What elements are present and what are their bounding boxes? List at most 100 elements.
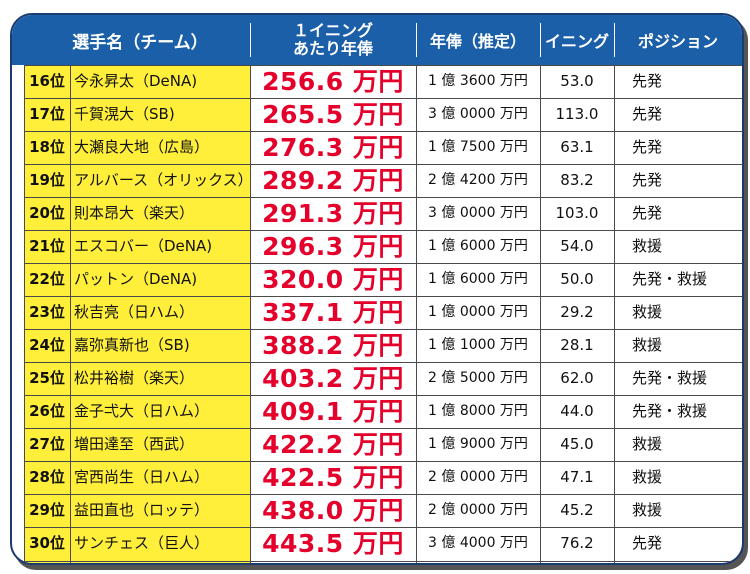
per-inning-salary-cell: 403.2 万円: [262, 364, 404, 393]
rank-cell: 25位: [29, 369, 65, 387]
position-cell: 救援: [632, 237, 663, 255]
per-inning-salary-cell: 438.0 万円: [262, 496, 404, 525]
salary-cell: 1 億 8000 万円: [428, 403, 528, 419]
player-name-cell: エスコバー（DeNA): [74, 237, 213, 255]
header-per-inning-line2: あたり年俸: [292, 39, 373, 58]
table-row: 28位 宮西尚生（日ハム） 422.5 万円 2 億 0000 万円 47.1 救援: [24, 461, 742, 494]
table-row: 18位 大瀬良大地（広島） 276.3 万円 1 億 7500 万円 63.1 先発: [24, 131, 742, 164]
salary-cell: 1 億 1000 万円: [428, 337, 528, 353]
player-name-cell: 宮西尚生（日ハム）: [74, 468, 210, 486]
innings-cell: 53.0: [560, 72, 594, 90]
player-name-cell: 今永昇太（DeNA): [74, 72, 198, 90]
player-name-cell: 嘉弥真新也（SB): [74, 336, 190, 354]
position-cell: 先発・救援: [632, 402, 708, 420]
header-separator: [614, 23, 615, 57]
ranking-table: 選手名（チーム） １イニング あたり年俸 年俸（推定） イニング ポジション 1…: [10, 13, 744, 565]
rank-cell: 23位: [29, 303, 65, 321]
player-name-cell: アルバース（オリックス）: [74, 171, 253, 189]
header-position: ポジション: [637, 32, 718, 51]
innings-cell: 44.0: [560, 402, 594, 420]
position-cell: 先発: [632, 171, 663, 189]
rank-cell: 22位: [29, 270, 65, 288]
player-name-cell: 則本昂大（楽天）: [74, 204, 195, 222]
player-name-cell: 大瀬良大地（広島）: [74, 138, 210, 156]
salary-cell: 1 億 6000 万円: [428, 238, 528, 254]
table-row: 22位 パットン（DeNA) 320.0 万円 1 億 6000 万円 50.0 先発・救…: [24, 263, 742, 296]
player-name-cell: 松井裕樹（楽天）: [74, 369, 195, 387]
column-divider: [24, 65, 25, 563]
innings-cell: 45.0: [560, 435, 594, 453]
column-divider: [416, 65, 417, 563]
table-row: 25位 松井裕樹（楽天） 403.2 万円 2 億 5000 万円 62.0 先発・救援: [24, 362, 742, 395]
position-cell: 先発・救援: [632, 369, 708, 387]
table-row: 19位 アルバース（オリックス） 289.2 万円 2 億 4200 万円 83.2 先発: [24, 164, 742, 197]
per-inning-salary-cell: 256.6 万円: [262, 67, 404, 96]
table-row: 23位 秋吉亮（日ハム） 337.1 万円 1 億 0000 万円 29.2 救援: [24, 296, 742, 329]
position-cell: 救援: [632, 468, 663, 486]
table-body: 16位 今永昇太（DeNA) 256.6 万円 1 億 3600 万円 53.0 先発 17…: [12, 65, 742, 563]
column-divider: [614, 65, 615, 563]
rank-name-highlight: [24, 65, 250, 563]
salary-cell: 3 億 0000 万円: [428, 205, 528, 221]
header-per-inning-line1: １イニング: [292, 21, 373, 40]
rank-cell: 18位: [29, 138, 65, 156]
per-inning-salary-cell: 291.3 万円: [262, 199, 404, 228]
per-inning-salary-cell: 388.2 万円: [262, 331, 404, 360]
per-inning-salary-cell: 289.2 万円: [262, 166, 404, 195]
per-inning-salary-cell: 265.5 万円: [262, 100, 404, 129]
position-cell: 救援: [632, 501, 663, 519]
table-row: 30位 サンチェス（巨人） 443.5 万円 3 億 4000 万円 76.2 先発: [24, 527, 742, 560]
rank-cell: 29位: [29, 501, 65, 519]
salary-cell: 3 億 0000 万円: [428, 106, 528, 122]
table-row: 17位 千賀滉大（SB) 265.5 万円 3 億 0000 万円 113.0 先発: [24, 98, 742, 131]
salary-cell: 3 億 4000 万円: [428, 535, 528, 551]
innings-cell: 54.0: [560, 237, 594, 255]
header-separator: [416, 23, 417, 57]
rank-cell: 19位: [29, 171, 65, 189]
player-name-cell: 金子弌大（日ハム）: [74, 402, 210, 420]
table-bottom-border: [24, 561, 742, 562]
salary-cell: 1 億 6000 万円: [428, 271, 528, 287]
innings-cell: 76.2: [560, 534, 594, 552]
innings-cell: 50.0: [560, 270, 594, 288]
header-separator: [250, 23, 251, 57]
salary-cell: 2 億 5000 万円: [428, 370, 528, 386]
per-inning-salary-cell: 337.1 万円: [262, 298, 404, 327]
table-header: 選手名（チーム） １イニング あたり年俸 年俸（推定） イニング ポジション: [12, 15, 742, 65]
innings-cell: 28.1: [560, 336, 594, 354]
rank-cell: 26位: [29, 402, 65, 420]
column-divider: [70, 65, 71, 563]
header-salary: 年俸（推定）: [429, 32, 526, 51]
rank-cell: 21位: [29, 237, 65, 255]
per-inning-salary-cell: 443.5 万円: [262, 529, 404, 558]
position-cell: 先発: [632, 105, 663, 123]
table-row: 26位 金子弌大（日ハム） 409.1 万円 1 億 8000 万円 44.0 先発・救援: [24, 395, 742, 428]
player-name-cell: 増田達至（西武）: [74, 435, 195, 453]
position-cell: 先発・救援: [632, 270, 708, 288]
innings-cell: 29.2: [560, 303, 594, 321]
salary-cell: 1 億 9000 万円: [428, 436, 528, 452]
rank-cell: 28位: [29, 468, 65, 486]
rank-cell: 27位: [29, 435, 65, 453]
innings-cell: 113.0: [555, 105, 599, 123]
innings-cell: 47.1: [560, 468, 594, 486]
salary-cell: 2 億 4200 万円: [428, 172, 528, 188]
table-row: 24位 嘉弥真新也（SB) 388.2 万円 1 億 1000 万円 28.1 救援: [24, 329, 742, 362]
per-inning-salary-cell: 276.3 万円: [262, 133, 404, 162]
rank-cell: 30位: [29, 534, 65, 552]
position-cell: 救援: [632, 336, 663, 354]
column-divider: [540, 65, 541, 563]
per-inning-salary-cell: 296.3 万円: [262, 232, 404, 261]
position-cell: 救援: [632, 435, 663, 453]
rank-cell: 24位: [29, 336, 65, 354]
innings-cell: 62.0: [560, 369, 594, 387]
innings-cell: 103.0: [555, 204, 599, 222]
position-cell: 先発: [632, 204, 663, 222]
position-cell: 救援: [632, 303, 663, 321]
per-inning-salary-cell: 422.2 万円: [262, 430, 404, 459]
position-cell: 先発: [632, 72, 663, 90]
header-name: 選手名（チーム）: [72, 32, 208, 53]
salary-cell: 1 億 0000 万円: [428, 304, 528, 320]
salary-cell: 1 億 7500 万円: [428, 139, 528, 155]
player-name-cell: 益田直也（ロッテ）: [74, 501, 210, 519]
